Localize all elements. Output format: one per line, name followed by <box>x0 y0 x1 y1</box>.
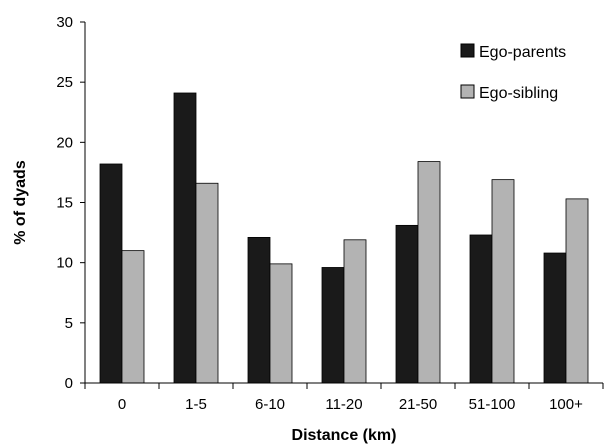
x-tick-label: 51-100 <box>469 396 516 413</box>
y-tick-label: 20 <box>56 134 73 151</box>
x-ticks: 0 1-5 6-10 11-20 21-50 51-100 100+ <box>84 383 604 413</box>
legend-label-ego-parents: Ego-parents <box>479 44 566 61</box>
bars-layer <box>99 92 589 384</box>
y-tick-label: 15 <box>56 195 73 212</box>
bar-ego-parents-100 <box>543 252 567 384</box>
legend-swatch-ego-sibling <box>460 84 475 99</box>
x-tick-label: 0 <box>118 396 126 413</box>
legend-swatch-ego-parents <box>460 43 475 58</box>
x-tick-label: 6-10 <box>255 396 285 413</box>
x-axis-title: Distance (km) <box>292 427 397 444</box>
bar-ego-parents-51-100 <box>469 234 493 384</box>
y-ticks: 0 5 10 15 20 25 30 <box>56 14 85 392</box>
x-tick-label: 1-5 <box>185 396 207 413</box>
x-tick-label: 21-50 <box>399 396 437 413</box>
bar-ego-parents-6-10 <box>247 236 271 384</box>
bar-ego-sibling-21-50 <box>417 161 441 384</box>
legend: Ego-parents Ego-sibling <box>460 43 566 102</box>
legend-label-ego-sibling: Ego-sibling <box>479 85 558 102</box>
x-tick-label: 100+ <box>549 396 583 413</box>
bar-ego-parents-11-20 <box>321 267 345 384</box>
bar-ego-sibling-0 <box>121 250 145 384</box>
bar-ego-sibling-100 <box>565 198 589 384</box>
y-tick-label: 10 <box>56 255 73 272</box>
bar-ego-sibling-1-5 <box>195 182 219 384</box>
y-axis-title: % of dyads <box>12 160 29 245</box>
bar-ego-sibling-11-20 <box>343 239 367 384</box>
bar-ego-parents-21-50 <box>395 224 419 384</box>
bar-ego-parents-0 <box>99 163 123 384</box>
x-tick-label: 11-20 <box>325 396 362 413</box>
bar-ego-parents-1-5 <box>173 92 197 384</box>
y-tick-label: 30 <box>56 14 73 31</box>
bar-ego-sibling-6-10 <box>269 263 293 384</box>
y-tick-label: 25 <box>56 74 73 91</box>
y-tick-label: 0 <box>65 375 73 392</box>
y-tick-label: 5 <box>65 315 73 332</box>
bar-ego-sibling-51-100 <box>491 179 515 384</box>
